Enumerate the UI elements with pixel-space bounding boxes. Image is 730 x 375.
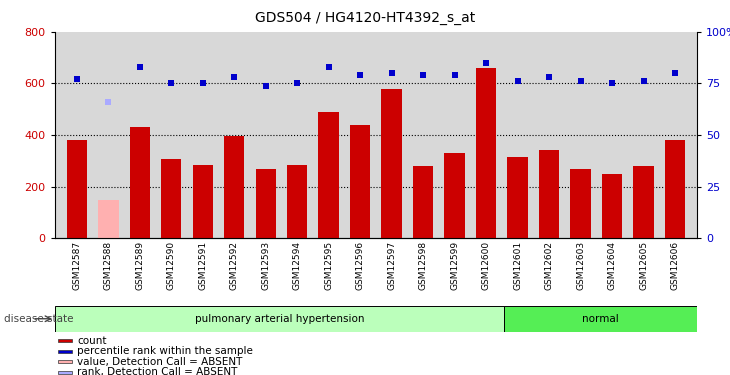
Text: value, Detection Call = ABSENT: value, Detection Call = ABSENT — [77, 357, 242, 366]
Text: GSM12599: GSM12599 — [450, 242, 459, 290]
Point — [134, 64, 145, 70]
Point — [480, 60, 492, 66]
Point — [638, 78, 650, 84]
Text: GSM12604: GSM12604 — [607, 242, 617, 290]
Text: GSM12591: GSM12591 — [199, 242, 207, 290]
Bar — [318, 112, 339, 238]
Text: GSM12590: GSM12590 — [166, 242, 176, 290]
Text: pulmonary arterial hypertension: pulmonary arterial hypertension — [195, 314, 364, 324]
Bar — [58, 360, 72, 363]
Text: count: count — [77, 336, 107, 345]
Text: disease state: disease state — [4, 315, 73, 324]
Text: GSM12589: GSM12589 — [135, 242, 145, 290]
Bar — [476, 68, 496, 238]
Text: rank, Detection Call = ABSENT: rank, Detection Call = ABSENT — [77, 367, 237, 375]
Bar — [350, 124, 370, 238]
Bar — [55, 306, 504, 332]
Bar — [665, 140, 685, 238]
Text: normal: normal — [583, 314, 619, 324]
Bar — [287, 165, 307, 238]
Bar — [161, 159, 182, 238]
Point — [197, 81, 209, 87]
Bar — [413, 166, 434, 238]
Point — [669, 70, 681, 76]
Text: GSM12593: GSM12593 — [261, 242, 270, 290]
Point — [575, 78, 586, 84]
Point — [102, 99, 114, 105]
Point — [418, 72, 429, 78]
Text: GSM12594: GSM12594 — [293, 242, 301, 290]
Point — [512, 78, 523, 84]
Point — [543, 74, 555, 80]
Text: GSM12596: GSM12596 — [356, 242, 365, 290]
Bar — [129, 127, 150, 238]
Bar — [224, 136, 245, 238]
Bar — [504, 306, 697, 332]
Bar — [570, 168, 591, 238]
Bar — [634, 166, 654, 238]
Bar — [66, 140, 87, 238]
Bar — [58, 350, 72, 352]
Text: GDS504 / HG4120-HT4392_s_at: GDS504 / HG4120-HT4392_s_at — [255, 11, 475, 25]
Point — [291, 81, 303, 87]
Text: GSM12602: GSM12602 — [545, 242, 553, 290]
Bar — [602, 174, 623, 238]
Point — [386, 70, 398, 76]
Text: GSM12606: GSM12606 — [671, 242, 680, 290]
Bar — [445, 153, 465, 238]
Text: GSM12592: GSM12592 — [230, 242, 239, 290]
Point — [354, 72, 366, 78]
Point — [449, 72, 461, 78]
Bar — [255, 168, 276, 238]
Text: GSM12603: GSM12603 — [576, 242, 585, 290]
Bar — [539, 150, 559, 238]
Point — [323, 64, 334, 70]
Bar — [382, 88, 402, 238]
Point — [228, 74, 240, 80]
Text: GSM12587: GSM12587 — [72, 242, 81, 290]
Point — [607, 81, 618, 87]
Text: percentile rank within the sample: percentile rank within the sample — [77, 346, 253, 356]
Text: GSM12595: GSM12595 — [324, 242, 333, 290]
Text: GSM12601: GSM12601 — [513, 242, 522, 290]
Text: GSM12598: GSM12598 — [419, 242, 428, 290]
Text: GSM12597: GSM12597 — [387, 242, 396, 290]
Point — [166, 81, 177, 87]
Text: GSM12600: GSM12600 — [482, 242, 491, 290]
Point — [260, 82, 272, 88]
Bar — [98, 200, 118, 238]
Point — [71, 76, 82, 82]
Bar — [193, 165, 213, 238]
Bar — [507, 157, 528, 238]
Text: GSM12605: GSM12605 — [639, 242, 648, 290]
Bar — [58, 339, 72, 342]
Bar — [58, 370, 72, 374]
Text: GSM12588: GSM12588 — [104, 242, 112, 290]
